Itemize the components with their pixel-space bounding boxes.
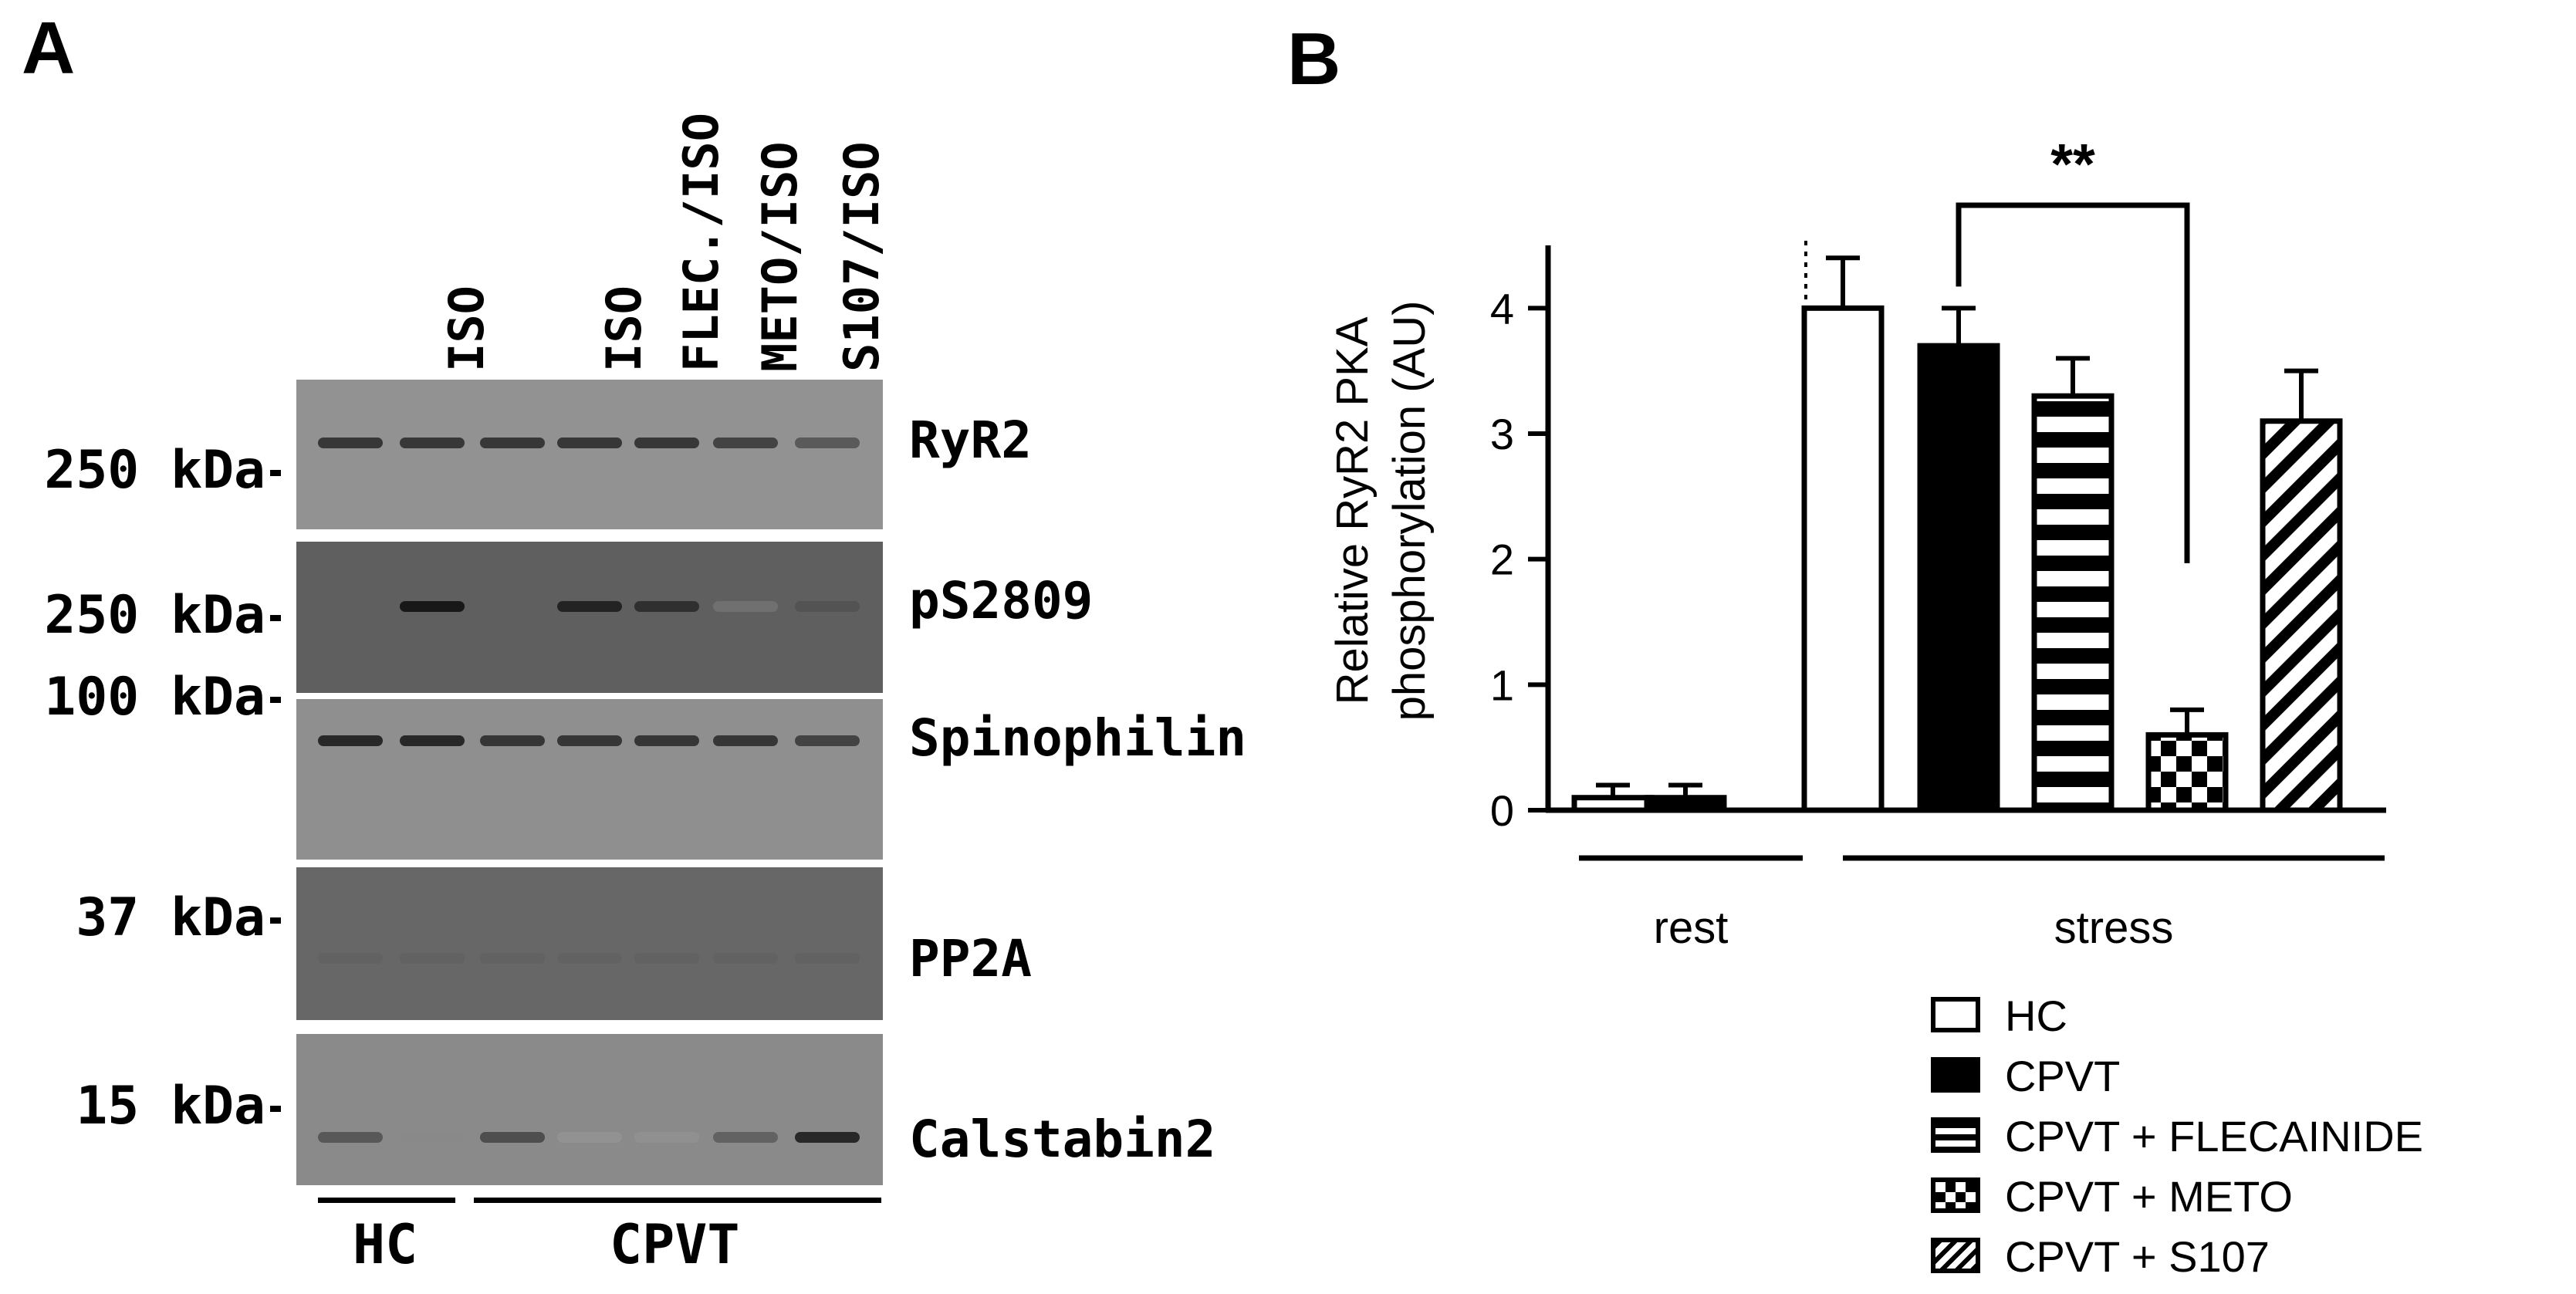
blot-band (480, 953, 545, 964)
significance-bracket (1956, 202, 2190, 563)
protein-label: Spinophilin (909, 708, 1247, 768)
protein-label: RyR2 (909, 410, 1032, 470)
x-group-label: rest (1654, 903, 1729, 953)
legend-label: CPVT (2005, 1052, 2121, 1100)
blot-band (557, 438, 622, 448)
blot-band (480, 735, 545, 746)
group-line (474, 1198, 881, 1203)
y-tick-label: 3 (1490, 410, 1514, 458)
legend-swatch (1931, 1238, 1980, 1273)
group-label: CPVT (610, 1213, 740, 1276)
legend-label: HC (2005, 992, 2067, 1040)
bar (2031, 393, 2115, 813)
significance-label: ** (2050, 132, 2095, 196)
blot-ps2809 (296, 542, 883, 693)
blot-band (400, 953, 465, 964)
y-tick-label: 0 (1490, 786, 1514, 835)
panel-a-letter: A (22, 7, 76, 90)
protein-label: Calstabin2 (909, 1110, 1216, 1169)
bar (1644, 795, 1727, 813)
blot-band (557, 1132, 622, 1143)
legend-swatch (1931, 1057, 1980, 1093)
group-line (318, 1198, 455, 1203)
group-label: HC (353, 1213, 418, 1276)
molecular-weight-marker: 37 kDa (0, 887, 281, 948)
protein-label: PP2A (909, 929, 1032, 988)
blot-pp2a (296, 867, 883, 1020)
blot-band (557, 601, 622, 612)
molecular-weight-marker: 100 kDa (0, 667, 281, 728)
blot-band (400, 735, 465, 746)
blot-band (480, 438, 545, 448)
blot-band (634, 438, 699, 448)
legend-label: CPVT + S107 (2005, 1232, 2270, 1281)
molecular-weight-marker: 250 kDa (0, 440, 281, 501)
blot-band (318, 1132, 383, 1143)
blot-band (634, 601, 699, 612)
legend-label: CPVT + METO (2005, 1172, 2293, 1221)
bar (1917, 343, 2000, 813)
panel-b-letter: B (1287, 18, 1341, 100)
blot-calstabin2 (296, 1034, 883, 1185)
blot-band (795, 601, 860, 612)
legend-label: CPVT + FLECAINIDE (2005, 1112, 2424, 1161)
blot-band (795, 438, 860, 448)
blot-band (400, 438, 465, 448)
blot-band (795, 1132, 860, 1143)
bar (2260, 418, 2343, 813)
blot-band (318, 953, 383, 964)
blot-ryr2 (296, 380, 883, 529)
x-group-label: stress (2054, 903, 2174, 953)
legend-swatch (1931, 1177, 1980, 1213)
blot-band (400, 601, 465, 612)
blot-band (713, 735, 778, 746)
blot-band (713, 601, 778, 612)
blot-band (795, 953, 860, 964)
bar (1571, 795, 1655, 813)
y-axis-label: phosphorylation (AU) (1384, 301, 1435, 721)
y-tick-label: 2 (1490, 536, 1514, 584)
molecular-weight-marker: 15 kDa (0, 1076, 281, 1137)
blot-band (634, 953, 699, 964)
blot-band (634, 1132, 699, 1143)
y-tick-label: 4 (1490, 284, 1514, 333)
molecular-weight-marker: 250 kDa (0, 585, 281, 646)
blot-band (713, 1132, 778, 1143)
blot-band (795, 735, 860, 746)
legend-swatch (1931, 997, 1980, 1032)
legend-swatch (1931, 1117, 1980, 1153)
blot-band (713, 438, 778, 448)
blot-band (318, 438, 383, 448)
blot-band (557, 953, 622, 964)
y-tick-label: 1 (1490, 661, 1514, 709)
protein-label: pS2809 (909, 571, 1094, 630)
bar (1801, 305, 1885, 813)
blot-band (713, 953, 778, 964)
bar (2145, 731, 2229, 813)
y-axis-label: Relative RyR2 PKA (1327, 316, 1378, 704)
blot-band (400, 1132, 465, 1143)
blot-band (480, 1132, 545, 1143)
blot-band (634, 735, 699, 746)
blot-band (557, 735, 622, 746)
blot-spinophilin (296, 699, 883, 860)
blot-band (318, 735, 383, 746)
